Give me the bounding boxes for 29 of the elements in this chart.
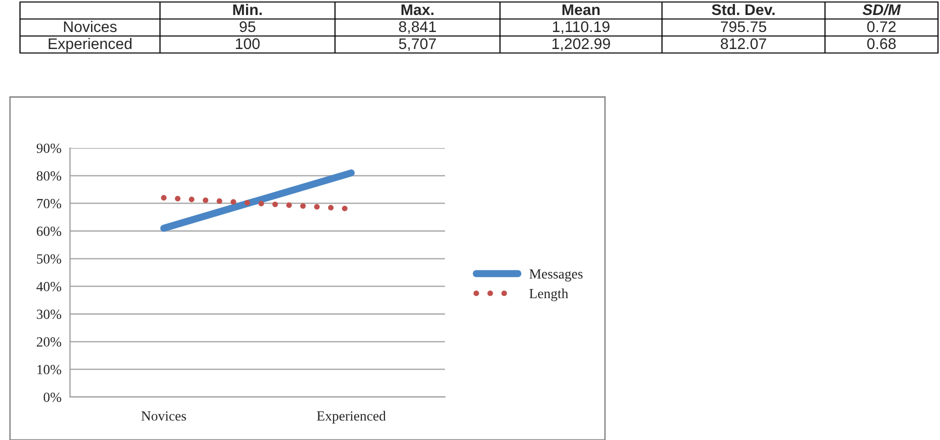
- text: 100: [236, 38, 260, 50]
- y-tick-label: 50%: [37, 254, 62, 264]
- text: Max.: [402, 4, 434, 16]
- y-tick-label: 20%: [36, 337, 62, 347]
- y-tick-label: 10%: [37, 364, 62, 374]
- text: 0.68: [867, 38, 896, 50]
- text: Mean: [562, 4, 600, 16]
- text: 1,202.99: [552, 38, 610, 51]
- text: 795.75: [720, 21, 766, 32]
- text: 8,841: [399, 21, 436, 34]
- y-tick-label: 80%: [36, 171, 62, 181]
- text: 0.72: [867, 21, 896, 32]
- text: Experienced: [48, 38, 132, 52]
- y-tick-label: 30%: [36, 310, 62, 319]
- legend-label: Messages: [529, 269, 583, 282]
- y-tick-label: 60%: [36, 226, 62, 236]
- text: SD/M: [862, 4, 901, 16]
- y-tick-label: 0%: [44, 392, 62, 402]
- text: Std. Dev.: [712, 4, 775, 16]
- text: 5,707: [398, 38, 436, 51]
- text: Novices: [64, 20, 117, 32]
- text: Min.: [233, 4, 262, 15]
- text: 1,110.19: [552, 21, 610, 34]
- y-tick-label: 40%: [36, 282, 62, 292]
- y-tick-label: 70%: [37, 198, 62, 208]
- text: 95: [240, 21, 256, 32]
- y-tick-label: 90%: [36, 144, 62, 153]
- text: 812.07: [720, 38, 766, 50]
- legend-label: Length: [529, 288, 568, 302]
